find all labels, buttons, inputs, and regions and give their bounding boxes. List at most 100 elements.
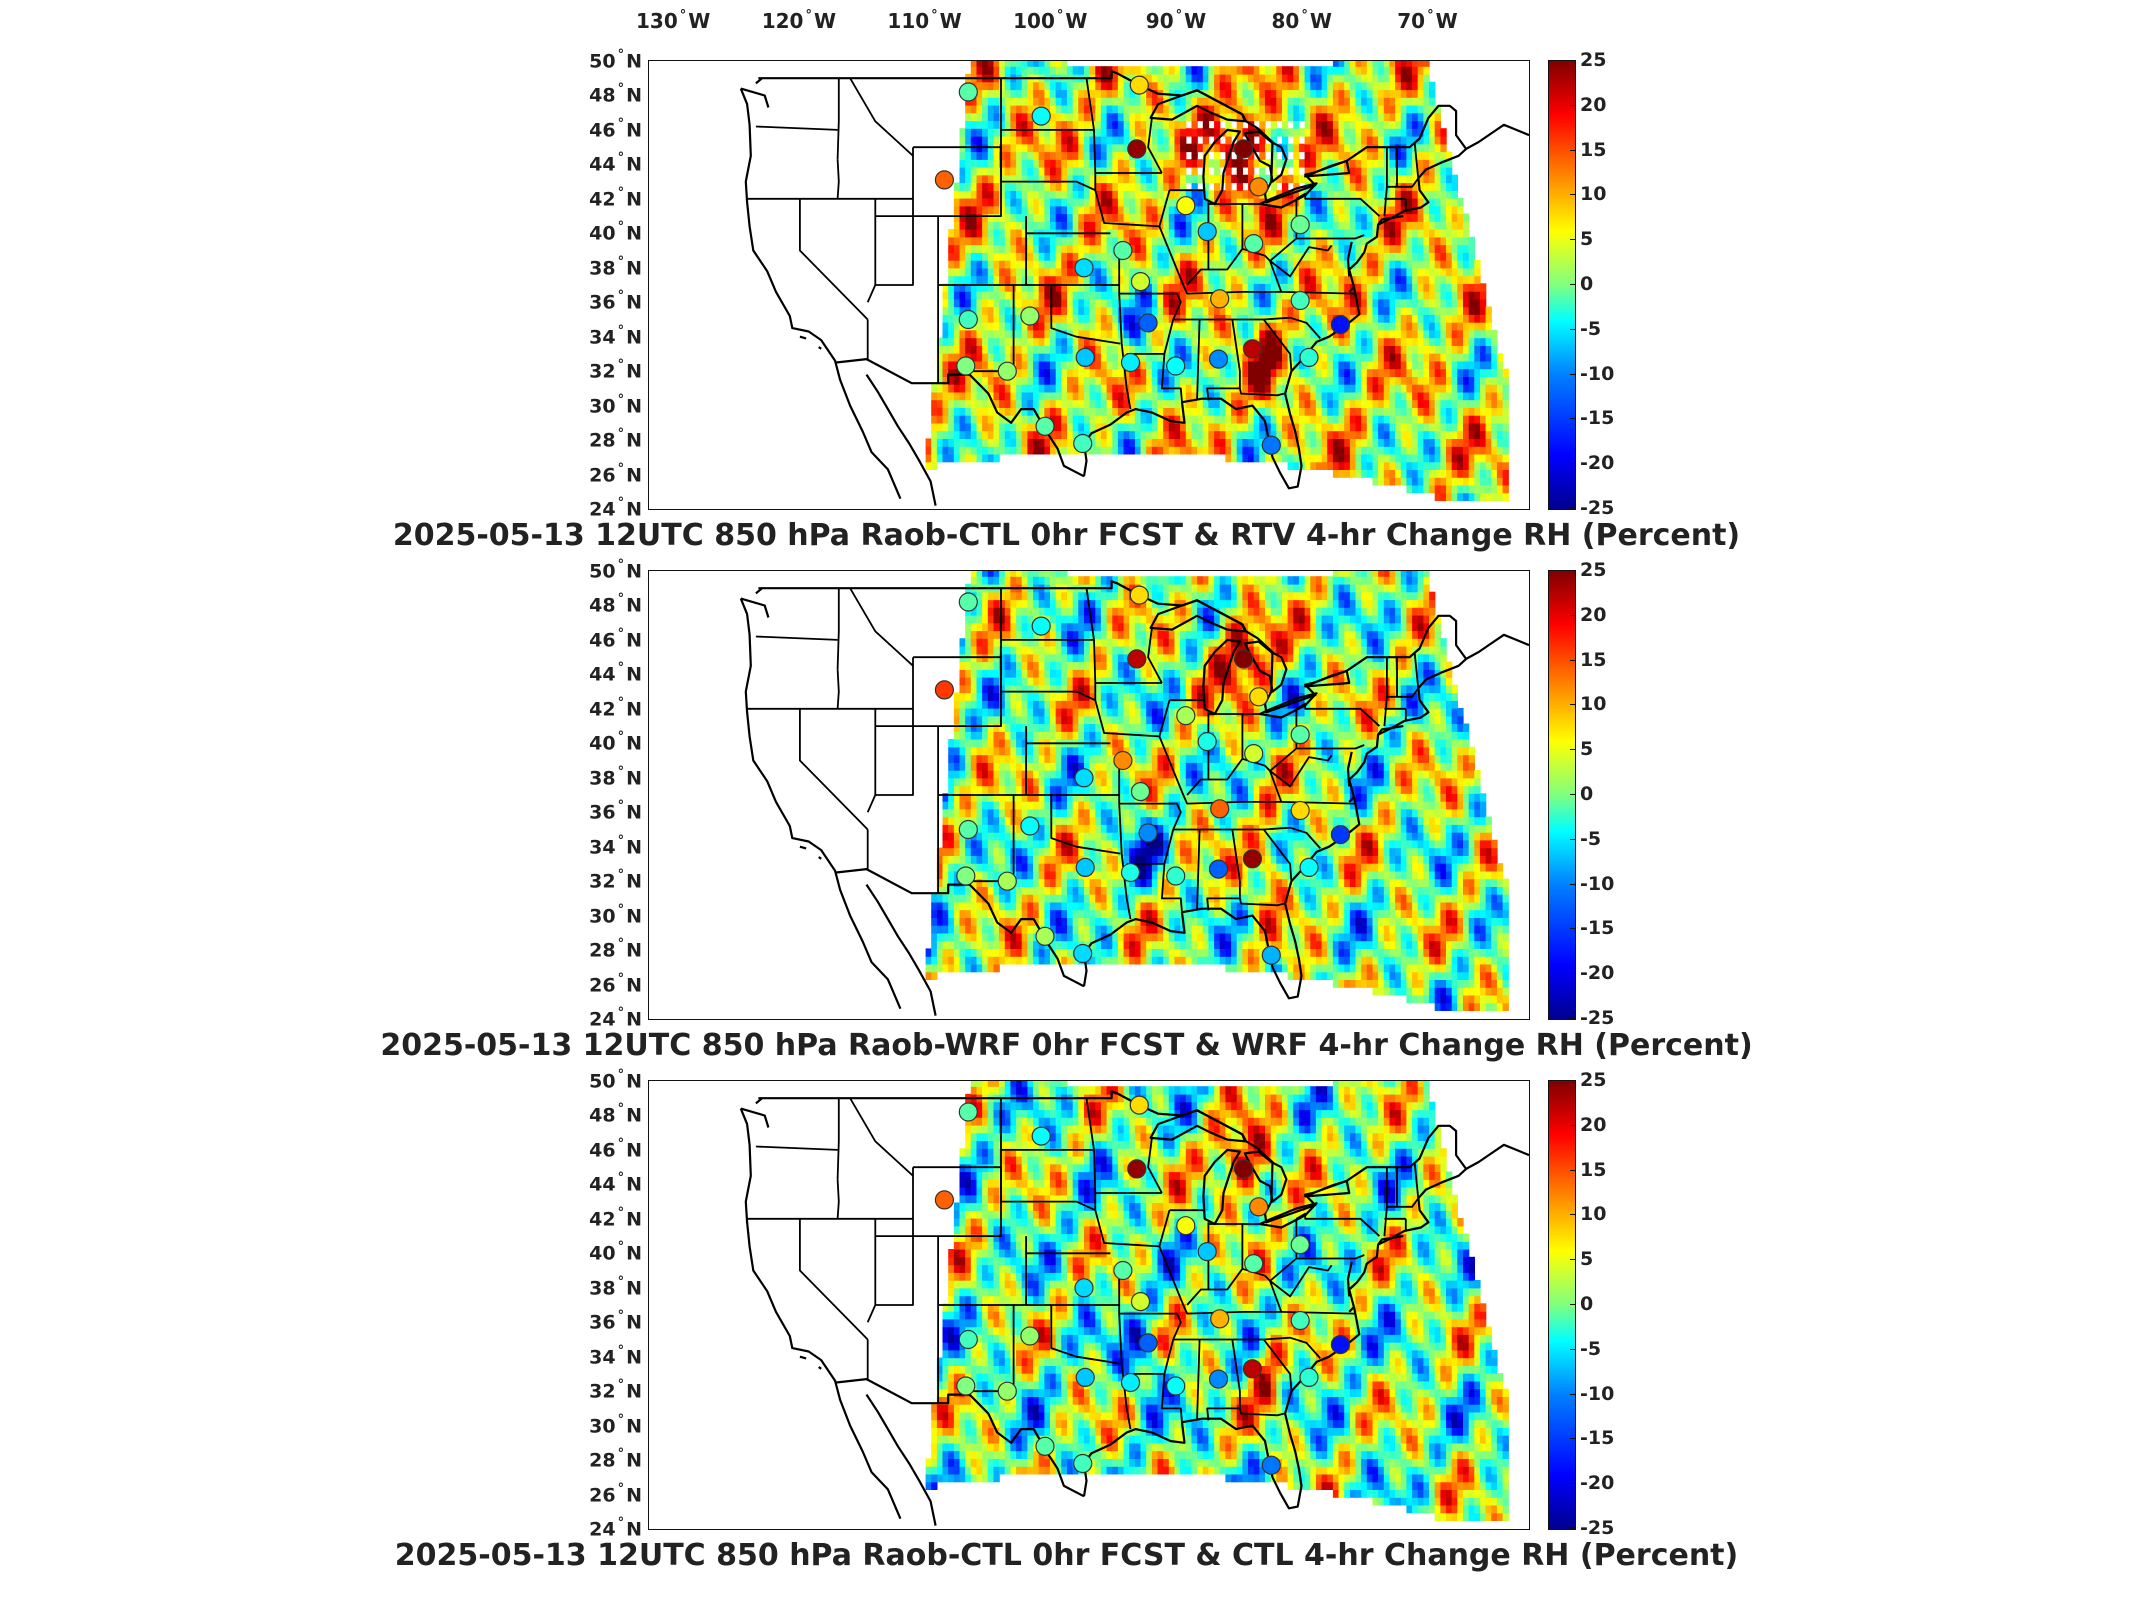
raob-station-marker [1299,347,1319,367]
coastline [758,70,1467,204]
raob-station-marker [956,1376,976,1396]
colorbar-tick-label: -25 [1569,1517,1615,1539]
panel-title: 2025-05-13 12UTC 850 hPa Raob-WRF 0hr FC… [380,1028,1753,1063]
coastline [758,1090,1467,1224]
latitude-label: 42 ° N [589,1205,642,1231]
map-panel-2: 2025-05-13 12UTC 850 hPa Raob-WRF 0hr FC… [0,558,2133,1070]
raob-station-marker [934,680,954,700]
state-border [849,77,914,157]
coastline [865,373,937,506]
latitude-label: 30 ° N [589,1412,642,1438]
raob-station-marker [1210,799,1230,819]
panel-title: 2025-05-13 12UTC 850 hPa Raob-CTL 0hr FC… [394,1538,1739,1573]
map-frame [648,60,1530,510]
coastline [799,1355,807,1360]
colorbar-tick-label: -20 [1569,452,1615,475]
raob-station-marker [1330,825,1351,845]
raob-station-marker [1330,1335,1351,1355]
raob-station-marker [1233,139,1254,159]
coastline [739,598,902,1010]
state-border [1085,588,1097,684]
raob-station-marker [1330,315,1351,335]
great-lake-outline [1243,640,1288,693]
state-border [1118,1270,1132,1430]
coastline [755,587,763,595]
raob-station-marker [1290,800,1310,821]
raob-station-marker [1197,222,1217,242]
raob-station-marker [1261,1455,1281,1475]
raob-station-marker [1166,866,1186,886]
raob-station-marker [1031,1126,1051,1146]
longitude-axis: 130 ° W 120 ° W 110 ° W 100 ° W 90 ° W 80 ° W 70 ° W [0,0,2133,50]
raob-stations [934,1095,1351,1475]
latitude-label: 44 ° N [589,660,642,686]
colorbar-tick-label: 0 [1569,783,1594,805]
state-border [912,1166,1002,1238]
colorbar-tick-label: -15 [1569,917,1615,940]
latitude-label: 34 ° N [589,833,642,859]
state-border [1239,1408,1285,1417]
state-border [1118,250,1132,410]
raob-station-marker [1299,857,1319,877]
raob-station-marker [1249,687,1269,707]
colorbar-tick-label: -5 [1569,827,1602,850]
state-border [1269,260,1283,293]
raob-station-marker [958,309,978,330]
raob-station-marker [958,1329,978,1350]
state-border [1295,702,1381,727]
raob-station-marker [1130,782,1151,802]
coastline [1082,658,1467,1000]
latitude-label: 26 ° N [589,971,642,997]
latitude-label: 24 ° N [589,495,642,521]
rh-change-field [925,61,1509,501]
boundary-lines [739,70,1529,506]
colorbar-tick-label: 0 [1569,273,1594,295]
raob-station-marker [934,1190,954,1210]
coastline [799,335,807,340]
state-border [1050,285,1121,345]
map-svg [739,61,1529,506]
state-border [836,1179,840,1219]
great-lake-outline [1258,692,1318,719]
raob-station-marker [1138,1333,1158,1353]
state-border [1248,826,1321,849]
state-border [1239,898,1285,907]
raob-station-marker [1035,926,1055,946]
raob-station-marker [1035,1436,1055,1456]
coastline [818,1366,822,1370]
latitude-label: 32 ° N [589,1377,642,1403]
colorbar-tick-label: 20 [1569,93,1607,116]
latitude-label: 30 ° N [589,902,642,928]
coastline [1348,795,1356,803]
latitude-label: 40 ° N [589,729,642,755]
state-border [875,726,914,796]
latitude-label: 42 ° N [589,185,642,211]
raob-station-marker [1074,768,1094,788]
raob-stations [934,75,1351,455]
state-border [1000,147,1096,192]
colorbar-tick-label: -15 [1569,407,1615,430]
latitude-label: 50 ° N [589,1067,642,1093]
raob-station-marker [1031,106,1051,126]
colorbar-tick-label: 5 [1569,228,1594,251]
raob-station-marker [1113,1260,1133,1281]
raob-station-marker [1244,234,1264,254]
raob-station-marker [1127,1159,1147,1179]
state-border [836,669,840,709]
coastline [836,868,1085,988]
coastline [739,88,902,500]
coastline [865,1393,937,1526]
raob-station-marker [934,170,954,190]
raob-station-marker [1075,347,1095,367]
latitude-label: 26 ° N [589,461,642,487]
latitude-label: 36 ° N [589,798,642,824]
map-frame [648,1080,1530,1530]
raob-station-marker [1129,585,1149,605]
raob-station-marker [1208,859,1229,879]
great-lake-outline [1202,128,1242,206]
great-lake-outline [1258,1202,1318,1229]
raob-station-marker [1176,196,1196,216]
raob-station-marker [1197,732,1217,752]
raob-station-marker [1242,1359,1263,1379]
colorbar-tick-label: 20 [1569,1113,1607,1136]
